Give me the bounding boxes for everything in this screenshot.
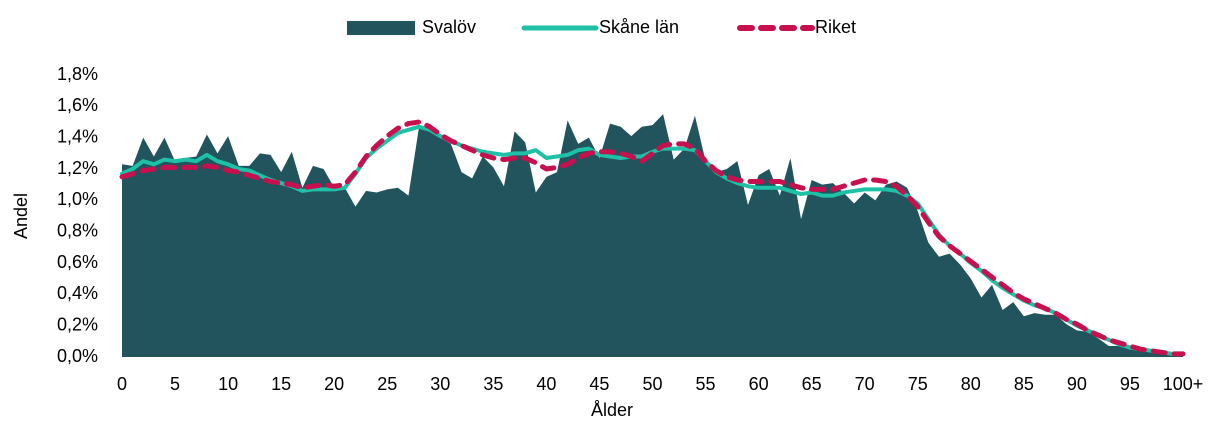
legend-swatch bbox=[347, 21, 415, 35]
y-axis-label: Andel bbox=[11, 193, 31, 239]
x-tick-label: 40 bbox=[536, 374, 556, 394]
x-tick-label: 90 bbox=[1067, 374, 1087, 394]
x-tick-label: 10 bbox=[218, 374, 238, 394]
y-tick-label: 1,8% bbox=[57, 64, 98, 84]
x-axis-label: Ålder bbox=[591, 400, 633, 420]
x-tick-label: 30 bbox=[430, 374, 450, 394]
area bbox=[122, 114, 1183, 358]
x-tick-label: 70 bbox=[855, 374, 875, 394]
x-tick-label: 45 bbox=[589, 374, 609, 394]
x-tick-label: 5 bbox=[170, 374, 180, 394]
y-tick-label: 0,8% bbox=[57, 220, 98, 240]
x-tick-label: 15 bbox=[271, 374, 291, 394]
y-tick-label: 0,2% bbox=[57, 314, 98, 334]
y-tick-label: 1,6% bbox=[57, 95, 98, 115]
x-tick-label: 100+ bbox=[1163, 374, 1204, 394]
legend-label: Skåne län bbox=[599, 17, 679, 37]
y-tick-label: 1,0% bbox=[57, 189, 98, 209]
x-tick-label: 35 bbox=[483, 374, 503, 394]
x-tick-label: 75 bbox=[908, 374, 928, 394]
dashed-line bbox=[119, 119, 1186, 357]
y-tick-label: 0,0% bbox=[57, 346, 98, 366]
x-tick-label: 80 bbox=[961, 374, 981, 394]
y-tick-label: 0,4% bbox=[57, 283, 98, 303]
legend-label: Riket bbox=[815, 17, 856, 37]
x-tick-label: 85 bbox=[1014, 374, 1034, 394]
x-tick-label: 95 bbox=[1120, 374, 1140, 394]
x-tick-label: 0 bbox=[117, 374, 127, 394]
y-tick-label: 1,2% bbox=[57, 158, 98, 178]
x-tick-label: 60 bbox=[749, 374, 769, 394]
x-tick-label: 20 bbox=[324, 374, 344, 394]
legend-label: Svalöv bbox=[422, 17, 476, 37]
x-tick-label: 50 bbox=[642, 374, 662, 394]
y-tick-label: 1,4% bbox=[57, 126, 98, 146]
x-tick-label: 65 bbox=[802, 374, 822, 394]
x-tick-label: 55 bbox=[696, 374, 716, 394]
y-tick-label: 0,6% bbox=[57, 252, 98, 272]
x-tick-label: 25 bbox=[377, 374, 397, 394]
